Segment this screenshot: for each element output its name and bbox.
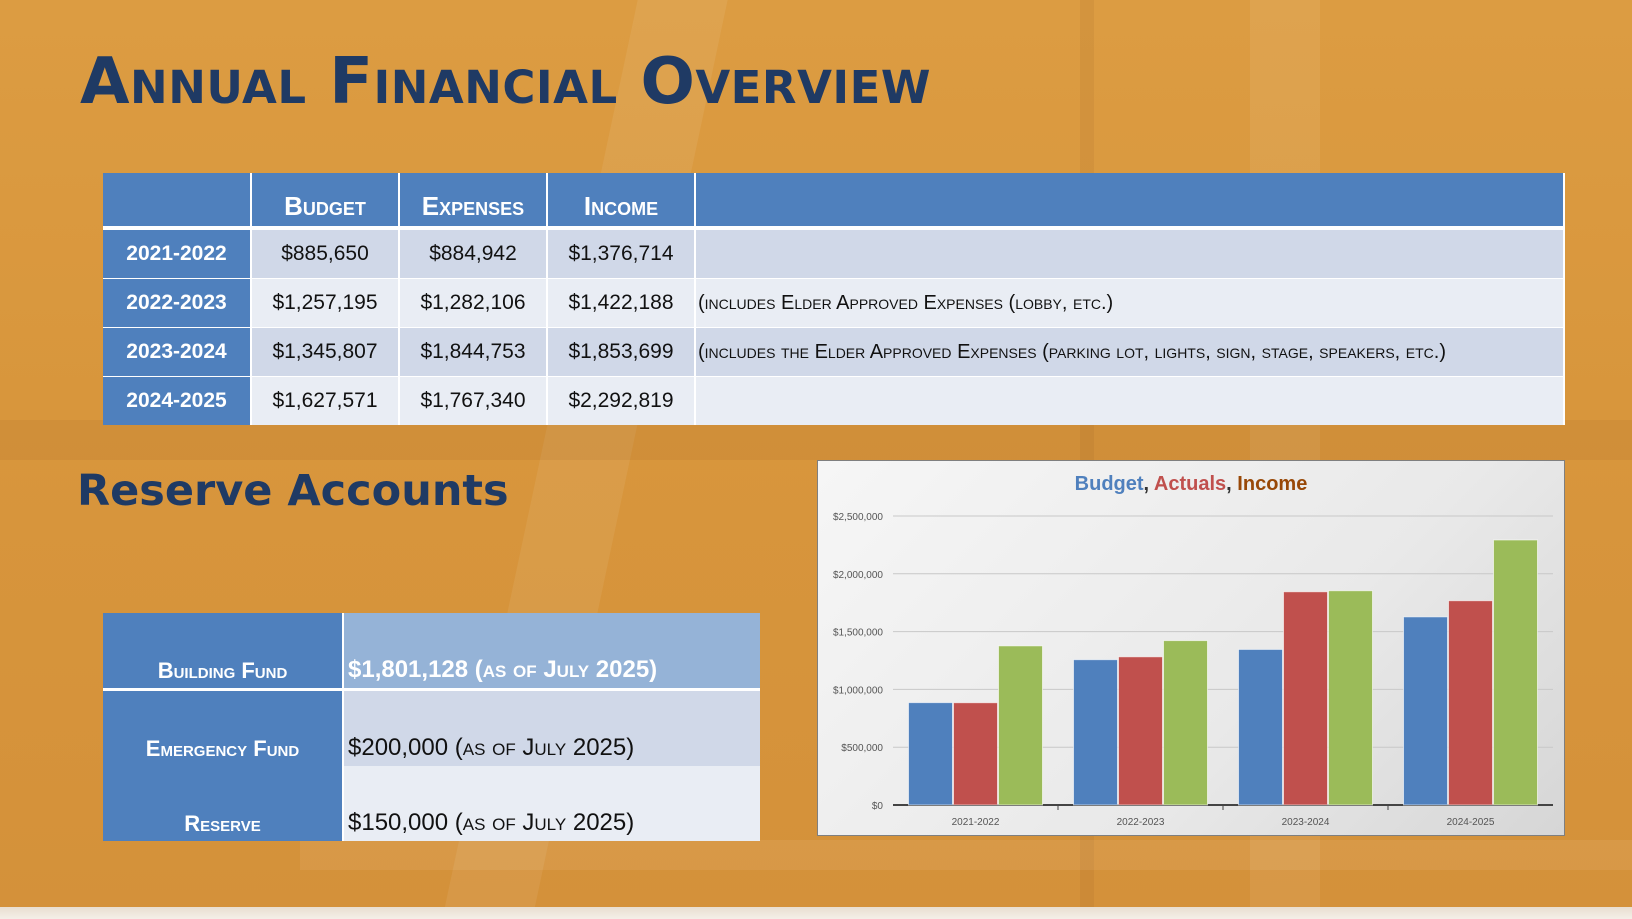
row-note: (includes Elder Approved Expenses (lobby… [695, 278, 1565, 328]
bar-actuals [1283, 591, 1328, 806]
row-income: $1,422,188 [547, 278, 696, 328]
reserve-row: Building Fund $1,801,128 (as of July 202… [103, 613, 760, 691]
row-note [695, 376, 1565, 425]
row-budget: $1,345,807 [251, 327, 400, 377]
page-title: Annual Financial Overview [80, 45, 932, 119]
bar-actuals [1448, 600, 1493, 806]
bar-income [1163, 640, 1208, 806]
header-note [695, 173, 1565, 230]
reserve-value: $1,801,128 (as of July 2025) [343, 613, 760, 691]
chart-plot: $0 $500,000 $1,000,000 $1,500,000 $2,000,000… [833, 512, 1553, 828]
x-tick-label: 2024-2025 [1447, 817, 1495, 828]
reserve-row: Emergency Fund $200,000 (as of July 2025… [103, 689, 760, 766]
chart-title-budget: Budget [1074, 473, 1144, 495]
row-income: $2,292,819 [547, 376, 696, 425]
table-row: 2024-2025 $1,627,571 $1,767,340 $2,292,8… [103, 376, 1565, 425]
y-tick-label: $2,000,000 [833, 570, 883, 581]
x-tick-label: 2021-2022 [952, 817, 1000, 828]
reserve-row: Reserve $150,000 (as of July 2025) [103, 766, 760, 841]
financial-table: Budget Expenses Income 2021-2022 $885,65… [103, 173, 1565, 425]
row-note: (includes the Elder Approved Expenses (p… [695, 327, 1565, 377]
row-expenses: $1,844,753 [399, 327, 548, 377]
reserve-value: $150,000 (as of July 2025) [343, 766, 760, 841]
row-budget: $885,650 [251, 228, 400, 279]
reserve-label: Reserve [103, 766, 344, 841]
header-expenses: Expenses [399, 173, 548, 230]
table-row: 2022-2023 $1,257,195 $1,282,106 $1,422,1… [103, 278, 1565, 328]
bar-budget [1073, 659, 1118, 806]
reserve-table: Building Fund $1,801,128 (as of July 202… [103, 613, 760, 841]
reserve-label: Emergency Fund [103, 689, 344, 766]
bar-actuals [953, 702, 998, 806]
header-income: Income [547, 173, 696, 230]
row-year: 2021-2022 [103, 228, 252, 279]
y-tick-label: $1,000,000 [833, 685, 883, 696]
bar-budget [1238, 648, 1283, 806]
bar-income [1328, 590, 1373, 806]
row-expenses: $884,942 [399, 228, 548, 279]
reserve-heading: Reserve Accounts [77, 466, 509, 516]
row-budget: $1,627,571 [251, 376, 400, 425]
chart-title-separator: , [1226, 473, 1238, 495]
row-income: $1,376,714 [547, 228, 696, 279]
bottom-strip [0, 907, 1632, 919]
row-year: 2024-2025 [103, 376, 252, 425]
row-budget: $1,257,195 [251, 278, 400, 328]
row-income: $1,853,699 [547, 327, 696, 377]
chart-title-separator: , [1143, 473, 1154, 495]
y-tick-label: $0 [872, 801, 884, 812]
table-row: 2021-2022 $885,650 $884,942 $1,376,714 [103, 228, 1565, 279]
bar-budget [1403, 616, 1448, 806]
reserve-value: $200,000 (as of July 2025) [343, 689, 760, 766]
header-budget: Budget [251, 173, 400, 230]
bar-income [1493, 539, 1538, 806]
row-expenses: $1,767,340 [399, 376, 548, 425]
bar-chart: Budget, Actuals, Income $0 $500,000 $1,000… [817, 460, 1565, 836]
row-year: 2022-2023 [103, 278, 252, 328]
bar-budget [908, 702, 953, 806]
chart-title: Budget, Actuals, Income [818, 473, 1564, 496]
table-row: 2023-2024 $1,345,807 $1,844,753 $1,853,6… [103, 327, 1565, 377]
chart-title-income: Income [1237, 473, 1308, 495]
bar-actuals [1118, 656, 1163, 806]
y-tick-label: $2,500,000 [833, 512, 883, 523]
chart-title-actuals: Actuals [1153, 473, 1227, 495]
header-year [103, 173, 252, 230]
x-tick-label: 2023-2024 [1282, 817, 1330, 828]
bar-income [998, 645, 1043, 806]
table-header-row: Budget Expenses Income [103, 173, 1565, 230]
reserve-label: Building Fund [103, 613, 344, 691]
y-tick-label: $1,500,000 [833, 628, 883, 639]
x-tick-label: 2022-2023 [1117, 817, 1165, 828]
row-expenses: $1,282,106 [399, 278, 548, 328]
y-tick-label: $500,000 [841, 743, 883, 754]
row-year: 2023-2024 [103, 327, 252, 377]
row-note [695, 228, 1565, 279]
